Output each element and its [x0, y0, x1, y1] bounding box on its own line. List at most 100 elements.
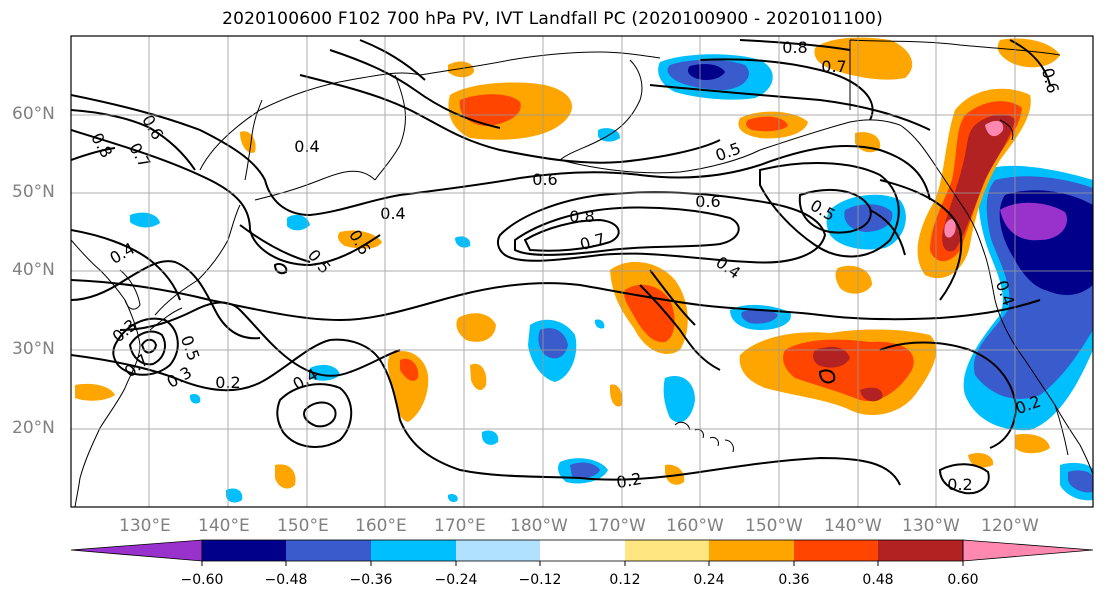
- contour-06-ring: [496, 191, 827, 264]
- colorbar-bin: [202, 540, 286, 561]
- coast-wa-or: [984, 254, 996, 301]
- shade-pos-hawaii2-orange: [835, 265, 872, 294]
- contour-08-ne: [739, 39, 851, 51]
- lat-label: 50°N: [12, 182, 55, 202]
- contour-04-subtrop: [71, 279, 1041, 322]
- lon-label: 160°W: [666, 516, 724, 536]
- shade-neg-tiny2: [447, 493, 458, 503]
- coast-aleutian: [559, 149, 761, 174]
- contour-08-n: [359, 39, 426, 81]
- shade-pos-ne-asia-orange: [337, 230, 382, 249]
- shade-pos-se-orange: [968, 453, 994, 468]
- contour-label: 0.4: [380, 204, 405, 223]
- coast-ne-islands: [999, 119, 1014, 141]
- lat-label: 40°N: [12, 260, 55, 280]
- shade-neg-hawaii-mid: [741, 308, 778, 324]
- contour-03-w: [71, 260, 261, 340]
- contour-06-ne2: [649, 84, 931, 131]
- lon-label: 150°E: [277, 516, 329, 536]
- colorbar-bin: [709, 540, 794, 561]
- contour-dip: [639, 284, 721, 371]
- colorbar-tick-label: 0.12: [609, 572, 641, 588]
- contour-04-w2: [71, 229, 181, 301]
- contour-02-se: [938, 463, 990, 495]
- shade-pos-ne2-orange: [1015, 434, 1050, 454]
- contour-label: 0.6: [532, 170, 557, 189]
- contour-06-n: [299, 74, 721, 164]
- shade-neg-westcoast-purple: [1000, 202, 1068, 241]
- shade-neg-subtrop-blue: [310, 364, 340, 381]
- coast-alaska-w: [559, 59, 643, 161]
- coast-baja: [1054, 404, 1069, 456]
- contour-06-w: [71, 109, 196, 171]
- contour-05-ring-ne: [798, 188, 872, 234]
- colorbar-tick-label: 0.36: [778, 572, 810, 588]
- colorbar-bin: [878, 540, 963, 561]
- shade-neg-ne-mid: [844, 204, 893, 232]
- coast-japan2: [149, 307, 183, 331]
- colorbar-bin: [540, 540, 625, 561]
- contour-ring-sw2: [303, 401, 337, 428]
- coast-alaska-s: [759, 119, 901, 151]
- contour-04-north: [71, 94, 931, 217]
- contour-06-inner: [759, 162, 900, 258]
- shade-pos-far-west-orange: [75, 383, 115, 401]
- colorbar-tick-label: 0.60: [947, 572, 979, 588]
- shade-neg-bering-navy: [687, 64, 725, 80]
- coast-panhandle: [899, 124, 966, 211]
- shade-pos-sth-orange: [610, 384, 623, 407]
- contour-ring-w2: [128, 330, 166, 366]
- lon-label: 130°E: [119, 516, 171, 536]
- shade-neg-tiny1: [189, 393, 201, 404]
- colorbar-bin: [456, 540, 540, 561]
- contour-07-ring: [514, 206, 740, 256]
- contour-gulfak: [869, 209, 906, 256]
- contour-04-east: [879, 179, 963, 301]
- lon-label: 150°W: [745, 516, 803, 536]
- contour-02-east: [879, 341, 1017, 449]
- lat-label: 20°N: [12, 418, 55, 438]
- colorbar: [70, 539, 1094, 566]
- coast-asia: [71, 239, 141, 507]
- shade-pos-hawaii-orange: [470, 363, 487, 391]
- gridlines: [71, 36, 1093, 507]
- colorbar-bin: [286, 540, 371, 561]
- contour-08-ring: [523, 218, 620, 252]
- colorbar-extend-low: [70, 539, 203, 562]
- shade-neg-se-mid: [1068, 470, 1093, 493]
- contour-label: 0.8: [782, 38, 807, 57]
- shade-neg-tiny3: [594, 319, 605, 329]
- contour-dip2: [649, 269, 696, 326]
- colorbar-bin: [625, 540, 709, 561]
- map-area: 0.8 0.7 0.6 0.7 0.8 0.6 0.4 0.6 0.8 0.7 …: [71, 36, 1093, 507]
- lat-label: 30°N: [12, 339, 55, 359]
- shade-neg-kuril-blue: [455, 236, 471, 248]
- shade-pos-alaska-coast-darkred: [942, 114, 1015, 252]
- shade-pos-gulfalaska-red: [746, 116, 788, 132]
- lon-label: 170°E: [434, 516, 486, 536]
- colorbar-tick-label: 0.48: [862, 572, 894, 588]
- contour-label: 0.2: [947, 475, 972, 494]
- shade-pos-kamchatka-orange: [448, 61, 475, 78]
- figure-title: 2020100600 F102 700 hPa PV, IVT Landfall…: [222, 9, 883, 29]
- colorbar-tick-label: −0.60: [180, 572, 224, 588]
- contour-02-subtrop: [71, 338, 901, 486]
- shade-pos-westpac-orange: [387, 351, 429, 422]
- coast-arctic: [849, 39, 1061, 110]
- lon-label: 140°W: [824, 516, 882, 536]
- contour-label: 0.8: [569, 207, 594, 226]
- contour-05-jp: [239, 224, 311, 263]
- shade-pos-alaska-coast-pink: [985, 120, 1004, 137]
- coast-siberia: [419, 51, 661, 76]
- shade-pos-westpac-red: [400, 358, 419, 381]
- lon-label: 180°W: [510, 516, 568, 536]
- contour-ring-sw: [276, 383, 353, 448]
- coast-bc: [964, 209, 986, 256]
- shade-pos-bering-red: [459, 94, 521, 126]
- map-frame: [70, 35, 1094, 508]
- shade-pos-npac-darkred: [813, 346, 850, 368]
- contour-08-w: [71, 147, 116, 161]
- shade-pos-dateline-orange: [456, 313, 496, 342]
- contour-07-ne: [699, 58, 874, 121]
